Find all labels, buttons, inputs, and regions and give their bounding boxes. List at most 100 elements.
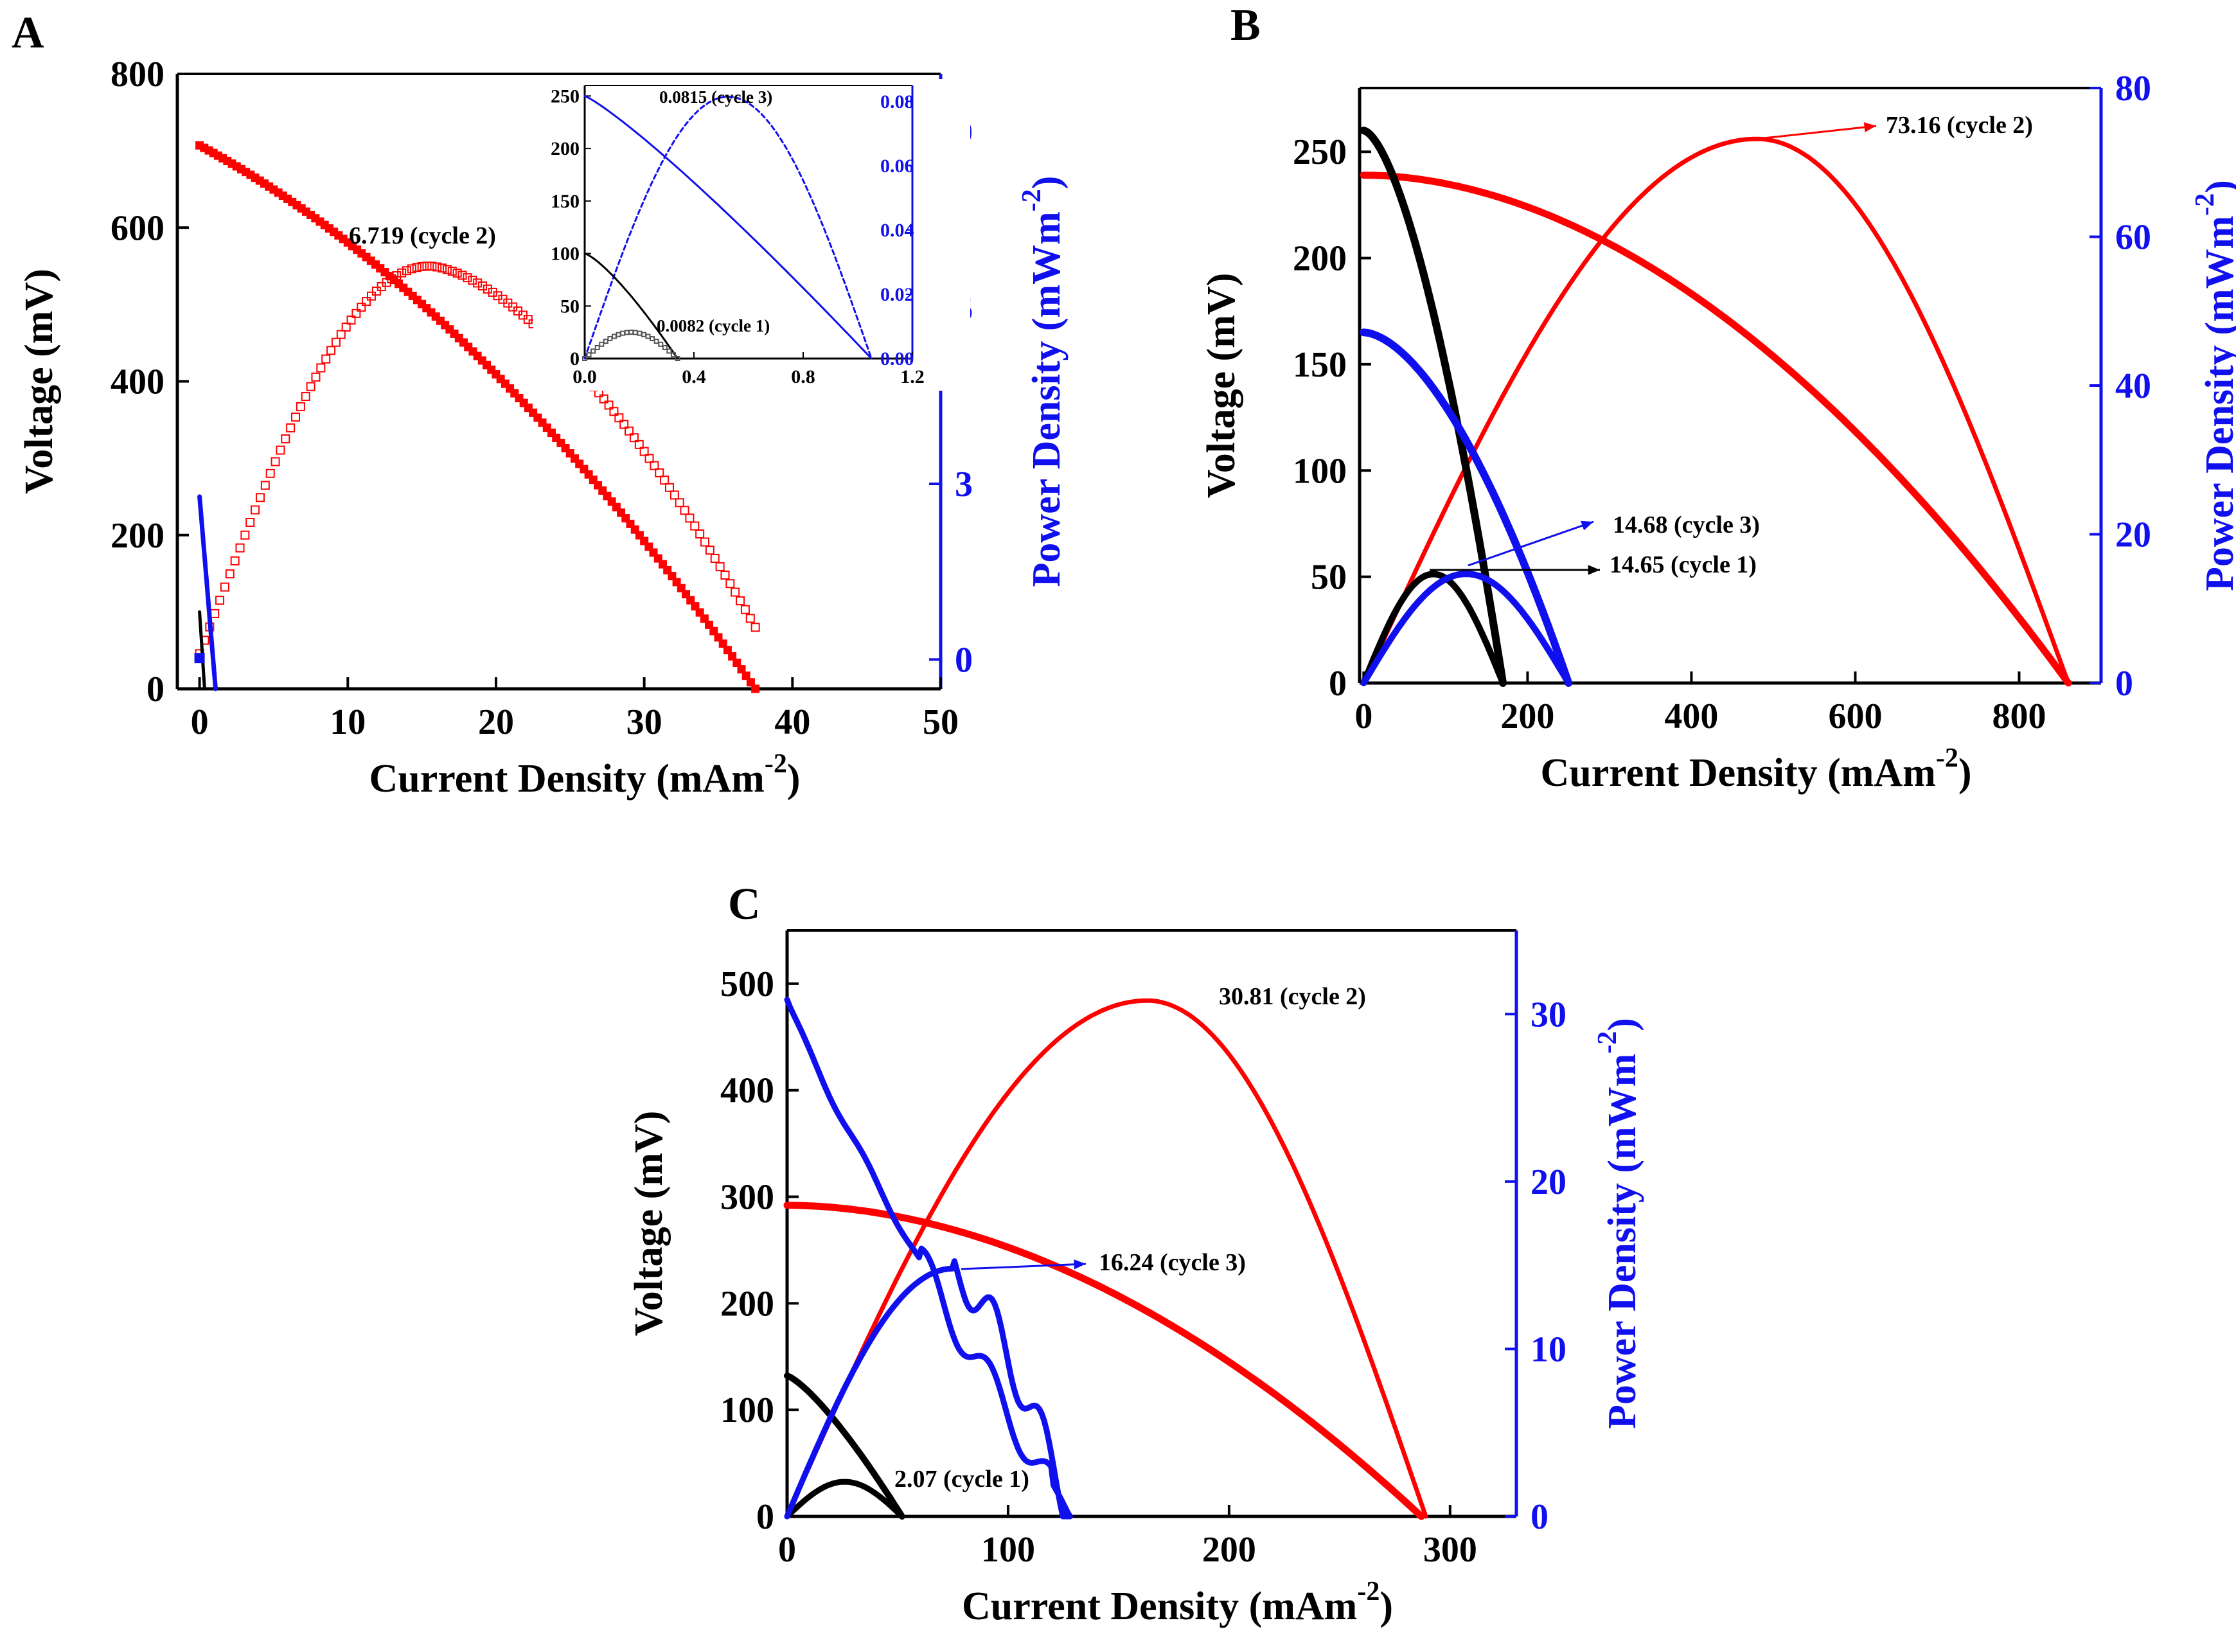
series-cycle2-voltage <box>1360 172 2072 687</box>
inset-chart: 0.0 0.4 0.8 1.2 0 50 100 150 200 250 0.00 0.02 0.04 0… <box>533 79 970 391</box>
panel-a: A0102030405002004006008000369Current Den… <box>12 8 1069 801</box>
data-point <box>412 263 421 272</box>
annotation-peak-cycle3: 16.24 (cycle 3) <box>1099 1249 1246 1276</box>
data-point <box>245 518 255 528</box>
inset-y-tick-label: 250 <box>551 85 580 107</box>
annotation-peak-cycle2: 6.719 (cycle 2) <box>349 222 496 249</box>
data-point <box>362 297 371 306</box>
series-cycle3-voltage <box>197 494 218 691</box>
data-point <box>442 265 452 274</box>
data-point <box>604 400 614 410</box>
y-tick-label: 50 <box>1311 558 1347 598</box>
x-tick-label: 40 <box>774 702 810 742</box>
data-point <box>357 303 366 312</box>
data-point <box>709 626 718 635</box>
inset-cycle3-voltage <box>583 94 873 360</box>
inset-y2-tick-label: 0.02 <box>880 284 914 305</box>
series-cycle1-voltage <box>1360 127 1507 687</box>
y2-tick-label: 0 <box>2115 664 2133 704</box>
arrow-shaft <box>1468 520 1594 567</box>
x-tick-label: 400 <box>1664 697 1718 736</box>
inset-annotation-cycle3: 0.0815 (cycle 3) <box>659 87 772 107</box>
data-point <box>251 505 260 515</box>
inset-y-tick-label: 50 <box>560 296 580 317</box>
y2-axis-title-sup: -2 <box>1017 189 1047 211</box>
y-tick-label: 0 <box>756 1497 774 1537</box>
arrow-shaft <box>1757 125 1877 140</box>
series-cycle3-power <box>784 1258 1073 1520</box>
arrow-cycle1 <box>1430 565 1600 575</box>
data-point <box>715 562 725 571</box>
series-cycle1-power <box>784 1479 905 1520</box>
y2-tick-label: 10 <box>1531 1329 1566 1369</box>
inset-cycle1-voltage <box>583 253 679 360</box>
data-point <box>586 352 592 358</box>
data-point <box>705 546 714 555</box>
data-point <box>680 506 689 515</box>
arrow-head <box>1074 1259 1086 1270</box>
arrow-cycle3 <box>1468 520 1594 567</box>
y2-tick-label: 0 <box>955 640 973 680</box>
y-axis-title: Voltage (mV) <box>1200 273 1243 499</box>
data-point <box>700 614 709 623</box>
data-point <box>644 454 654 463</box>
inset-y-tick-label: 150 <box>551 191 580 212</box>
arrow-head <box>1588 565 1600 575</box>
data-point <box>603 339 608 344</box>
arrow-cycle2 <box>1757 122 1877 140</box>
data-point <box>306 382 315 391</box>
x-axis-title-text: Current Density (mAm <box>962 1585 1357 1628</box>
data-point <box>321 354 331 364</box>
data-point <box>675 356 680 361</box>
data-point <box>691 602 700 611</box>
data-point <box>346 315 356 325</box>
y2-tick-label: 60 <box>2115 218 2151 258</box>
y-tick-label: 250 <box>1293 132 1347 172</box>
inset-cycle3-power <box>583 96 873 360</box>
y-tick-label: 400 <box>111 362 164 402</box>
y2-tick-label: 30 <box>1531 995 1566 1035</box>
series-cycle1-voltage <box>784 1372 905 1520</box>
arrow-head <box>1863 122 1876 132</box>
y2-tick-label: 3 <box>955 465 973 504</box>
data-point <box>670 490 679 500</box>
data-point <box>582 356 587 361</box>
data-point <box>745 614 755 623</box>
y-tick-label: 150 <box>1293 345 1347 385</box>
data-point <box>750 623 760 632</box>
x-tick-label: 50 <box>923 702 959 742</box>
data-point <box>271 457 280 466</box>
series-cycle2-voltage <box>195 141 760 693</box>
x-axis-title: Current Density (mAm-2) <box>369 749 801 801</box>
inset-y2-tick-label: 0.04 <box>880 220 914 241</box>
data-point <box>215 596 225 605</box>
data-point <box>736 596 745 606</box>
data-point <box>387 274 396 284</box>
series-cycle2-power <box>785 998 1428 1519</box>
x-tick-label: 200 <box>1202 1530 1256 1570</box>
x-tick-label: 0 <box>191 702 209 742</box>
data-point <box>731 587 740 597</box>
data-point <box>666 348 672 354</box>
y-tick-label: 0 <box>146 670 164 709</box>
y-tick-label: 400 <box>720 1071 774 1111</box>
annotation-peak-cycle2: 73.16 (cycle 2) <box>1886 112 2033 139</box>
data-point <box>311 372 321 382</box>
data-point <box>625 426 634 436</box>
x-tick-label: 10 <box>330 702 366 742</box>
x-axis-title: Current Density (mAm-2) <box>1541 743 1972 795</box>
data-point <box>402 266 412 276</box>
data-point <box>422 262 432 271</box>
x-axis-title-text: Current Density (mAm <box>369 757 765 801</box>
inset-y-tick-label: 200 <box>551 138 580 159</box>
data-point <box>276 445 285 455</box>
x-tick-label: 0 <box>778 1530 796 1570</box>
data-point <box>336 330 346 339</box>
data-point <box>230 556 240 565</box>
arrow-head <box>1581 520 1593 531</box>
y2-tick-label: 40 <box>2115 366 2151 406</box>
data-point <box>432 262 442 272</box>
inset-x-tick-label: 0.8 <box>791 366 815 387</box>
data-point <box>397 268 407 278</box>
y-tick-label: 800 <box>111 55 164 94</box>
